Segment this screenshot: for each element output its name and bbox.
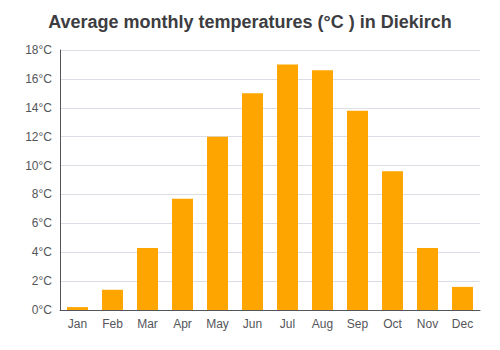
svg-text:2°C: 2°C — [32, 274, 52, 288]
svg-text:6°C: 6°C — [32, 216, 52, 230]
svg-text:Average monthly temperatures (: Average monthly temperatures (°C ) in Di… — [48, 12, 452, 32]
svg-text:18°C: 18°C — [25, 43, 52, 57]
svg-text:4°C: 4°C — [32, 245, 52, 259]
svg-text:Nov: Nov — [417, 317, 438, 331]
svg-text:Aug: Aug — [312, 317, 333, 331]
svg-text:Jan: Jan — [68, 317, 87, 331]
svg-text:16°C: 16°C — [25, 72, 52, 86]
svg-text:Jun: Jun — [243, 317, 262, 331]
svg-text:0°C: 0°C — [32, 303, 52, 317]
svg-text:Mar: Mar — [137, 317, 158, 331]
svg-text:May: May — [206, 317, 229, 331]
svg-text:Dec: Dec — [452, 317, 473, 331]
svg-text:Apr: Apr — [173, 317, 192, 331]
svg-text:Oct: Oct — [383, 317, 402, 331]
svg-text:Feb: Feb — [102, 317, 123, 331]
svg-text:Jul: Jul — [280, 317, 295, 331]
svg-text:12°C: 12°C — [25, 130, 52, 144]
svg-text:Sep: Sep — [347, 317, 369, 331]
svg-text:14°C: 14°C — [25, 101, 52, 115]
svg-text:10°C: 10°C — [25, 159, 52, 173]
svg-text:8°C: 8°C — [32, 187, 52, 201]
